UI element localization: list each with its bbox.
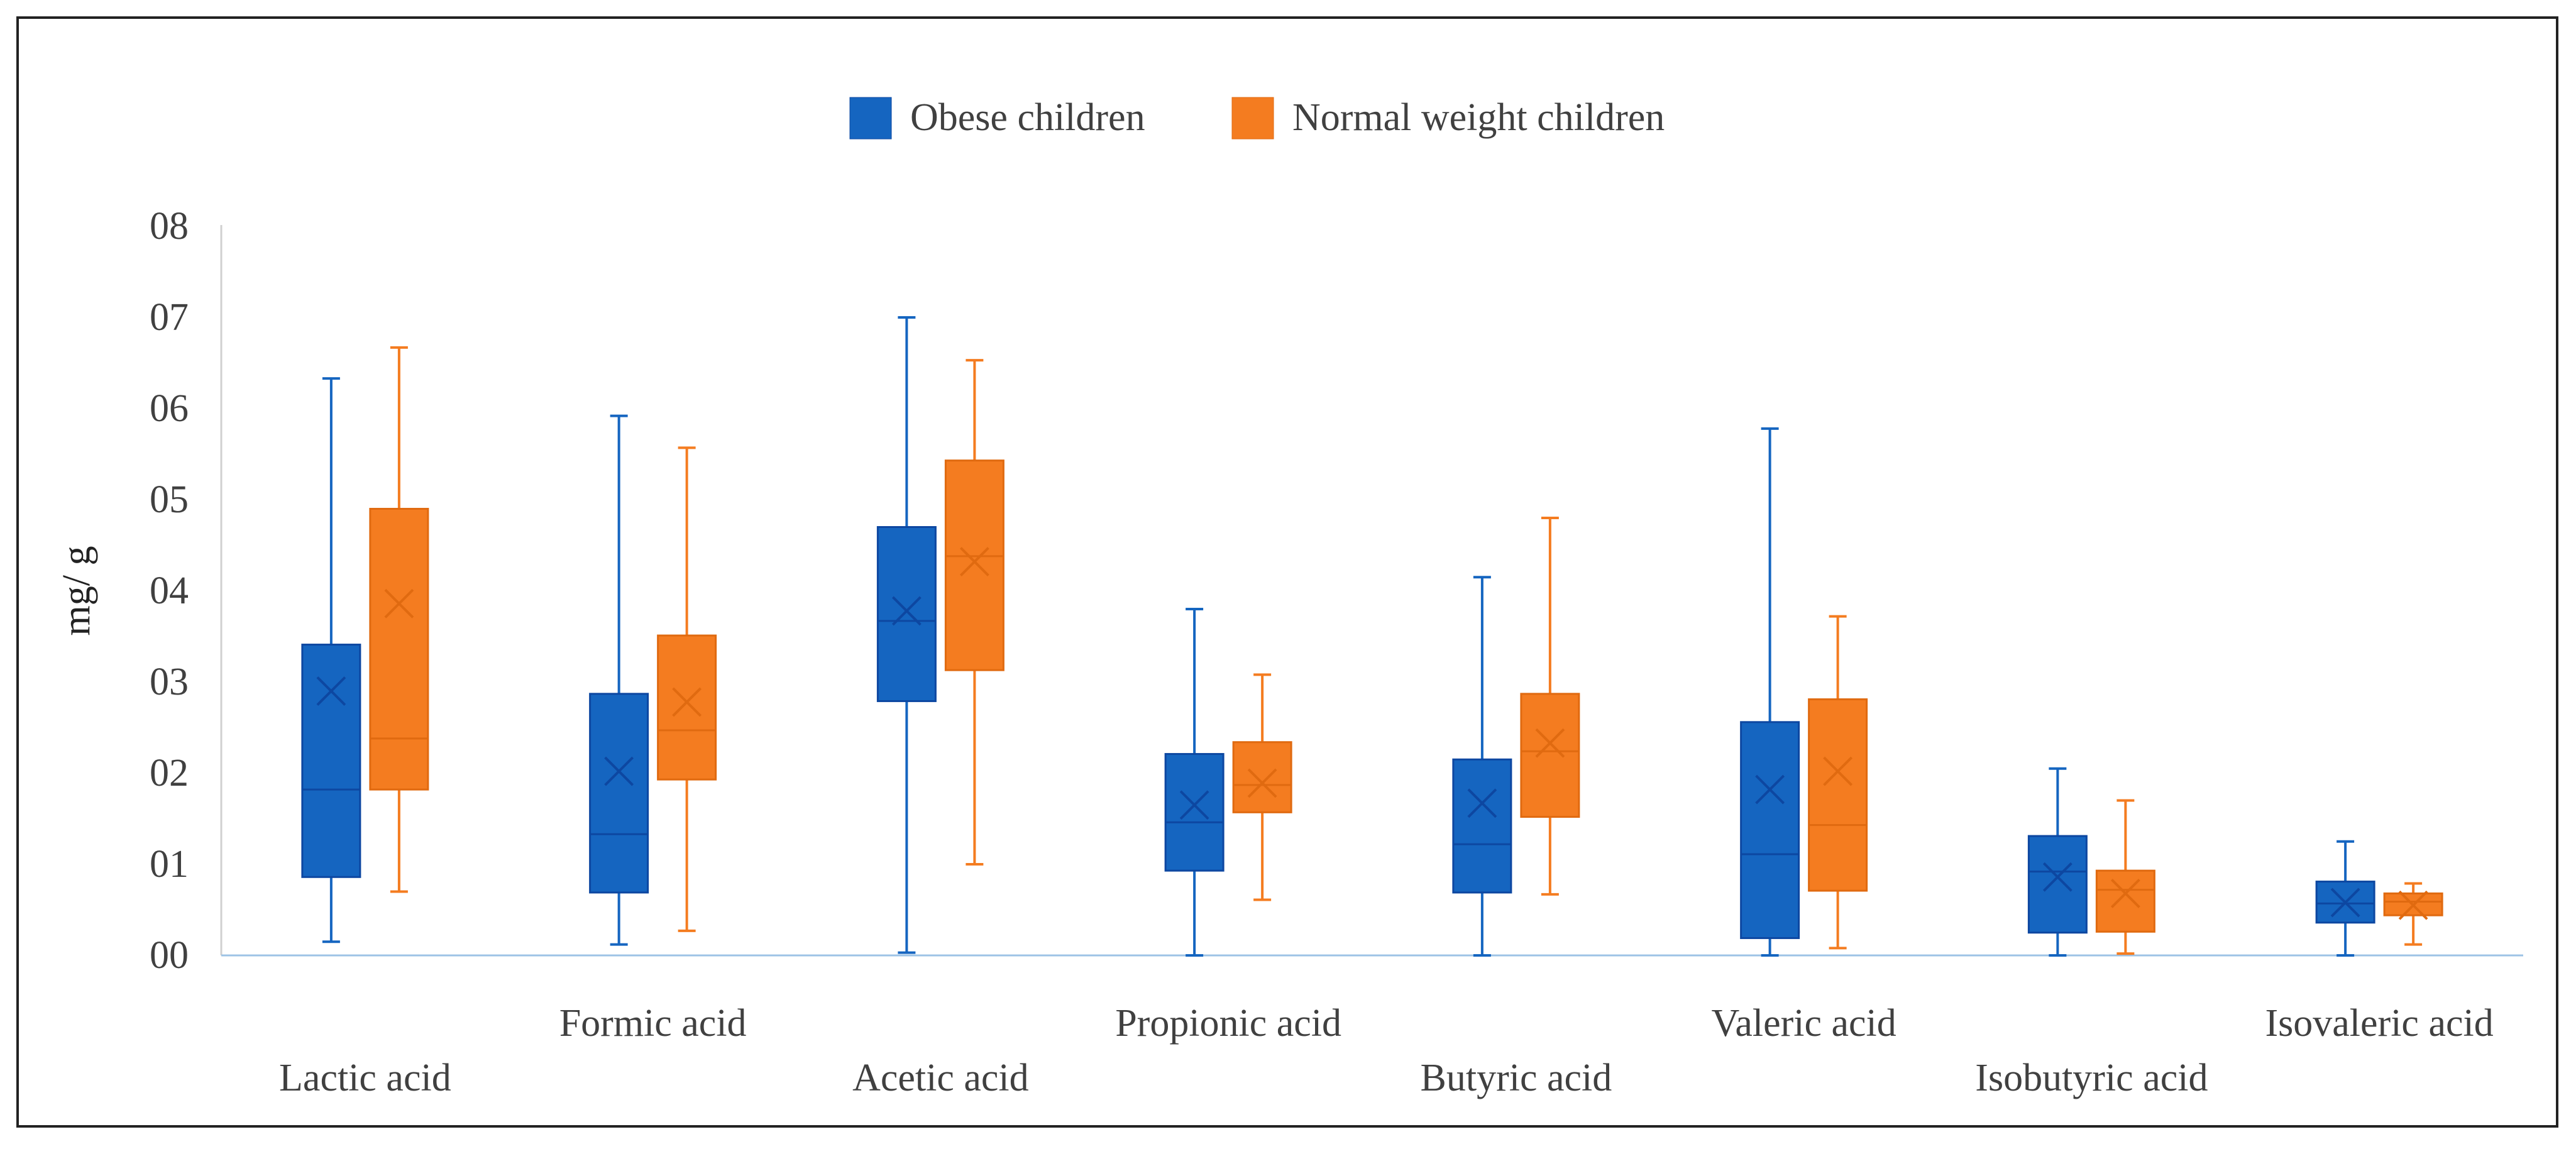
mean-marker <box>1755 774 1785 805</box>
category-label: Isobutyric acid <box>1975 1057 2208 1099</box>
x-axis-labels: Lactic acid Formic acid Acetic acid Propion… <box>279 1002 2494 1099</box>
y-tick-label: 01 <box>150 843 189 886</box>
box-obese <box>1452 576 1512 957</box>
box-normal <box>1520 517 1580 896</box>
y-tick-label: 05 <box>150 478 189 521</box>
box-obese <box>1164 608 1225 957</box>
mean-marker <box>1823 756 1853 786</box>
box-iqr <box>589 693 649 894</box>
mean-marker <box>2398 890 2428 920</box>
y-tick-label: 02 <box>150 752 189 794</box>
box-obese <box>2027 767 2088 957</box>
y-tick-label: 04 <box>150 569 189 612</box>
box-obese <box>301 377 361 943</box>
box-obese <box>876 316 937 954</box>
box-iqr <box>1808 698 1868 892</box>
box-iqr <box>876 526 937 702</box>
legend: Obese children Normal weight children <box>849 96 1665 140</box>
box-normal <box>369 346 429 893</box>
mean-marker <box>604 756 634 786</box>
y-tick-label: 07 <box>150 296 189 339</box>
category-label: Butyric acid <box>1421 1057 1612 1099</box>
box-normal <box>657 446 717 932</box>
box-normal <box>2095 799 2155 955</box>
box-iqr <box>2095 869 2155 933</box>
box-iqr <box>1740 721 1800 939</box>
box-iqr <box>1164 753 1225 872</box>
y-tick-label: 08 <box>150 205 189 248</box>
legend-label-obese: Obese children <box>910 96 1145 139</box>
box-normal <box>1808 615 1868 950</box>
box-iqr <box>944 459 1005 671</box>
box-obese <box>589 414 649 946</box>
mean-marker <box>316 676 346 706</box>
box-iqr <box>2027 835 2088 934</box>
mean-marker <box>2042 862 2072 892</box>
mean-marker <box>959 547 989 577</box>
mean-marker <box>891 596 922 626</box>
category-label: Formic acid <box>559 1002 747 1045</box>
y-axis-label: mg/ g <box>55 546 98 636</box>
box-iqr <box>1452 758 1512 894</box>
y-tick-label: 06 <box>150 387 189 430</box>
legend-swatch-normal <box>1231 97 1274 140</box>
mean-marker <box>2110 878 2140 908</box>
mean-marker <box>1247 768 1277 798</box>
box-iqr <box>1520 693 1580 818</box>
y-axis: 00 01 02 03 04 05 06 07 08 <box>150 205 2523 977</box>
category-label: Acetic acid <box>852 1057 1029 1099</box>
chart-frame <box>16 16 2558 1128</box>
plot-area <box>301 316 2443 957</box>
box-obese <box>1740 427 1800 957</box>
box-normal <box>944 359 1005 866</box>
legend-label-normal: Normal weight children <box>1292 96 1665 139</box>
box-iqr <box>1232 741 1292 813</box>
box-obese <box>2315 840 2375 957</box>
y-tick-label: 00 <box>150 934 189 977</box>
category-label: Isovaleric acid <box>2265 1002 2494 1045</box>
box-iqr <box>369 508 429 791</box>
category-label: Lactic acid <box>279 1057 451 1099</box>
legend-swatch-obese <box>849 97 892 140</box>
mean-marker <box>384 588 414 618</box>
mean-marker <box>1179 790 1209 820</box>
category-label: Propionic acid <box>1115 1002 1341 1045</box>
box-normal <box>2383 882 2443 946</box>
mean-marker <box>2330 888 2360 918</box>
mean-marker <box>672 687 702 717</box>
mean-marker <box>1467 788 1497 818</box>
category-label: Valeric acid <box>1711 1002 1896 1045</box>
mean-marker <box>1535 728 1565 758</box>
box-iqr <box>301 644 361 878</box>
y-tick-label: 03 <box>150 661 189 703</box>
box-iqr <box>657 634 717 781</box>
box-normal <box>1232 673 1292 901</box>
